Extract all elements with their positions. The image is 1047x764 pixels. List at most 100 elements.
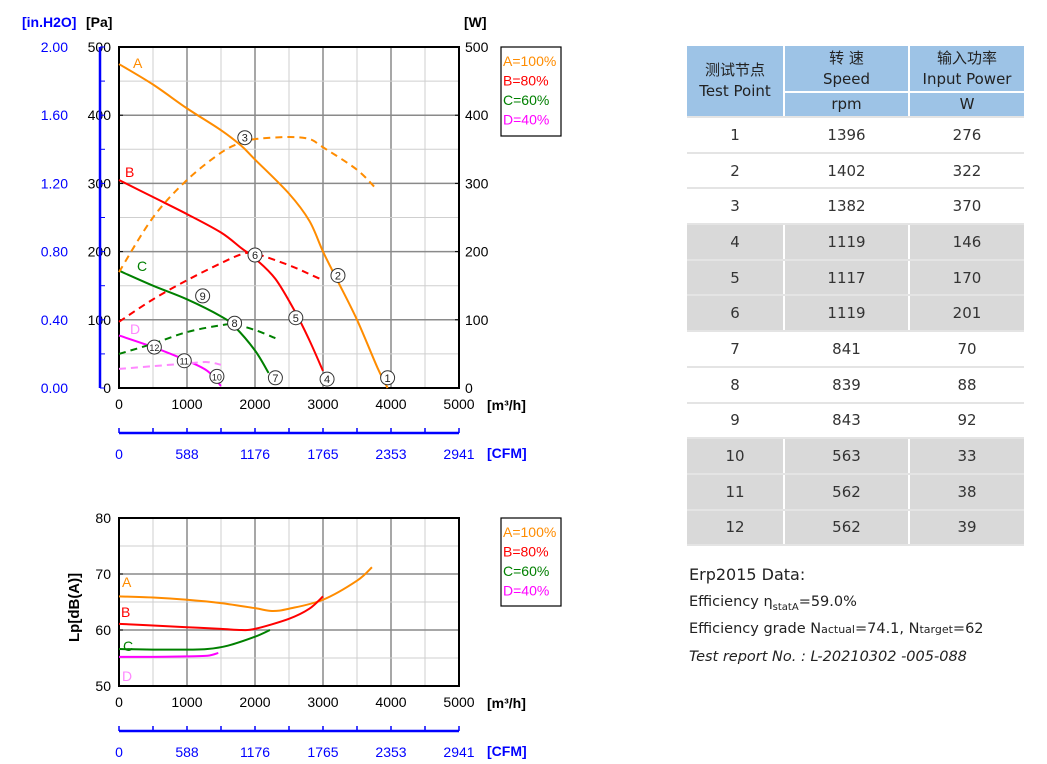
series-line-pressure [118,269,270,374]
table-row: 9 843 92 [687,401,1024,438]
table-row: 7 841 70 [687,330,1024,366]
cell-power: 276 [952,125,982,144]
plot-frame [118,517,460,687]
x-tick-label: 5000 [443,694,474,710]
grade-label: Efficiency grade N [689,621,822,637]
test-point-circle [237,130,253,146]
table-row: 1 1396 276 [687,116,1024,152]
noise-axis-label: Lp[dB(A)] [66,573,83,642]
cell-power: 38 [910,474,1024,509]
curve-label: C [137,258,147,274]
test-point-circle [267,370,283,386]
cell-speed: 1402 [827,161,866,180]
erp-efficiency: Efficiency ηstatA=59.0% [689,594,857,613]
cell-speed: 841 [832,339,861,358]
cfm-tick-label: 588 [175,744,199,760]
curve-label: B [121,604,130,620]
grade-actual-value: =74.1, N [854,621,920,637]
y-tick-label: 60 [95,622,111,638]
cell-power: 370 [952,197,982,216]
plot-frame [118,46,460,389]
legend-item: B=80% [503,73,549,89]
series-line-power [118,323,276,355]
header-speed-en: Speed [822,70,871,88]
cell-point: 6 [687,296,783,331]
series-line-noise [118,629,271,651]
grade-actual-sub: actual [821,623,855,636]
test-point-marker: 1 [380,370,396,386]
test-point-marker: 8 [227,315,243,331]
w-tick-label: 200 [465,244,489,260]
x-tick-label: 3000 [307,396,338,412]
y-tick-label: 50 [95,678,111,694]
legend: A=100% B=80% C=60% D=40% [500,517,562,607]
x-tick-label: 0 [115,694,123,710]
header-test-point: 测试节点 Test Point [687,46,783,116]
cell-speed: 1119 [785,296,908,331]
test-point-marker: 6 [247,247,263,263]
cell-power: 322 [952,161,982,180]
curve-label: D [122,668,132,684]
test-point-marker: 3 [237,130,253,146]
x-tick-label: 4000 [375,396,406,412]
test-point-table: 测试节点 Test Point 转 速 Speed rpm 输入功率 Input P… [687,46,1024,547]
legend-box [500,517,562,607]
efficiency-label: Efficiency η [689,594,773,610]
x-axis-label: [m³/h] [487,397,526,413]
cell-point: 1 [730,125,740,144]
cfm-tick-label: 2941 [443,446,474,462]
cell-power: 33 [910,439,1024,473]
header-test-point-cn: 测试节点 [704,61,765,79]
test-point-circle [146,339,162,355]
header-speed-cn: 转 速 [829,49,864,67]
pa-axis-label: [Pa] [86,14,112,30]
inh2o-tick-label: 2.00 [41,39,68,55]
test-point-label: 9 [200,291,206,303]
table-row: 10 563 33 [687,437,1024,473]
erp-title: Erp2015 Data: [689,565,806,584]
test-point-label: 8 [232,318,238,330]
cell-speed: 1119 [785,225,908,259]
chart-0: 0 1000 2000 3000 4000 5000 [m³/h]0 588 1176 1765 2… [22,14,562,462]
test-point-marker: 9 [195,288,211,304]
cell-point: 8 [730,375,740,394]
cell-power: 146 [910,225,1024,259]
test-point-circle [176,353,192,369]
header-test-point-en: Test Point [699,82,771,100]
cfm-tick-label: 1765 [307,744,338,760]
test-point-circle [288,310,304,326]
inh2o-tick-label: 1.60 [41,107,68,123]
grade-target-sub: target [919,623,953,636]
cell-point: 9 [730,411,740,430]
inh2o-tick-label: 0.40 [41,312,68,328]
series-line-noise [118,566,373,612]
w-tick-label: 500 [465,39,489,55]
table-row: 5 1117 170 [687,258,1024,295]
inh2o-tick-label: 0.00 [41,380,68,396]
cfm-tick-label: 0 [115,744,123,760]
cell-power: 39 [910,510,1024,545]
cell-speed: 562 [785,474,908,509]
chart-1: 0 1000 2000 3000 4000 5000 [m³/h] 0 588 1176 1765 2… [66,510,562,760]
w-tick-label: 300 [465,175,489,191]
cfm-tick-label: 2941 [443,744,474,760]
test-point-label: 1 [385,373,391,385]
y-tick-label: 80 [95,510,111,526]
series-line-power [118,136,379,273]
legend-item: D=40% [503,583,549,599]
inh2o-axis-label: [in.H2O] [22,14,76,30]
cfm-tick-label: 2353 [375,744,406,760]
efficiency-sub: statA [772,601,799,613]
series-line-power [118,251,324,323]
series-line-pressure [118,63,389,389]
table-body: 1 1396 276 2 1402 322 3 1382 370 4 1119 146 5 1117 170… [687,116,1024,545]
y-tick-label: 0 [103,380,111,396]
cell-point: 11 [687,474,783,509]
x-axis-label: [m³/h] [487,695,526,711]
x-tick-label: 5000 [443,396,474,412]
cfm-tick-label: 2353 [375,446,406,462]
cell-point: 12 [687,510,783,545]
test-point-label: 7 [272,373,278,385]
legend-item: C=60% [503,92,549,108]
test-point-label: 6 [252,250,258,262]
